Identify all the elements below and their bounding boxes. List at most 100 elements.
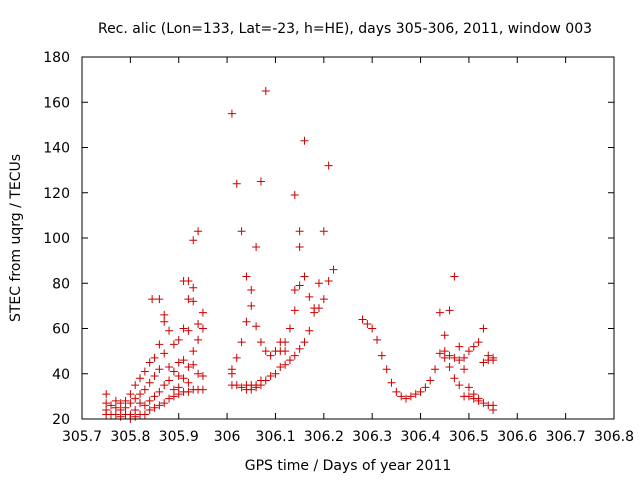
data-point: [136, 390, 145, 399]
plot-frame: [81, 56, 615, 420]
data-point: [169, 340, 178, 349]
data-point: [329, 265, 338, 274]
data-point: [131, 381, 140, 390]
data-point: [194, 227, 203, 236]
data-point: [160, 399, 169, 408]
data-point: [121, 403, 130, 412]
x-tick-label: 306.8: [594, 429, 634, 445]
data-point: [319, 295, 328, 304]
data-point: [227, 109, 236, 118]
x-tick-label: 305.9: [159, 429, 199, 445]
data-point: [136, 399, 145, 408]
data-point: [300, 136, 309, 145]
data-point: [237, 338, 246, 347]
data-point: [165, 394, 174, 403]
chart-title: Rec. alic (Lon=133, Lat=-23, h=HE), days…: [98, 21, 592, 37]
data-point: [126, 390, 135, 399]
x-tick-label: 306.6: [497, 429, 537, 445]
data-point: [189, 297, 198, 306]
data-point: [155, 401, 164, 410]
y-tick-label: 140: [43, 141, 70, 157]
data-point: [150, 353, 159, 362]
data-point: [160, 317, 169, 326]
data-point: [155, 340, 164, 349]
data-point: [324, 161, 333, 170]
data-point: [237, 383, 246, 392]
data-point: [256, 338, 265, 347]
data-point: [155, 295, 164, 304]
data-point: [271, 369, 280, 378]
data-point: [145, 405, 154, 414]
data-point: [121, 396, 130, 405]
data-point: [184, 387, 193, 396]
data-point: [445, 306, 454, 315]
x-tick-label: 306: [214, 429, 241, 445]
data-point: [256, 177, 265, 186]
data-point: [290, 286, 299, 295]
data-point: [421, 383, 430, 392]
data-point: [285, 356, 294, 365]
data-point: [455, 356, 464, 365]
data-point: [445, 351, 454, 360]
data-point: [455, 381, 464, 390]
data-point: [111, 410, 120, 419]
data-point: [440, 353, 449, 362]
data-point: [252, 243, 261, 252]
data-point: [131, 412, 140, 421]
data-point: [140, 410, 149, 419]
data-point: [392, 387, 401, 396]
data-point: [295, 344, 304, 353]
data-point: [116, 405, 125, 414]
data-point: [148, 295, 157, 304]
data-point: [426, 376, 435, 385]
data-point: [179, 374, 188, 383]
data-point: [198, 308, 207, 317]
data-point: [247, 286, 256, 295]
data-point: [402, 394, 411, 403]
data-point: [174, 358, 183, 367]
data-point: [285, 324, 294, 333]
data-point: [479, 324, 488, 333]
data-point: [189, 360, 198, 369]
data-point: [194, 319, 203, 328]
data-point: [174, 383, 183, 392]
data-point: [169, 385, 178, 394]
data-point: [165, 376, 174, 385]
data-point: [107, 401, 116, 410]
data-point: [256, 381, 265, 390]
y-tick-label: 160: [43, 95, 70, 111]
data-point: [116, 399, 125, 408]
data-points: [102, 86, 498, 423]
data-point: [184, 326, 193, 335]
data-point: [489, 405, 498, 414]
x-tick-label: 306.4: [400, 429, 440, 445]
y-tick-label: 180: [43, 50, 70, 66]
y-tick-label: 80: [52, 276, 70, 292]
data-point: [242, 272, 251, 281]
data-point: [247, 301, 256, 310]
data-point: [281, 360, 290, 369]
data-point: [314, 279, 323, 288]
data-point: [382, 365, 391, 374]
data-point: [198, 324, 207, 333]
data-point: [232, 381, 241, 390]
data-point: [131, 405, 140, 414]
data-point: [445, 362, 454, 371]
data-point: [232, 353, 241, 362]
data-point: [314, 304, 323, 313]
data-point: [116, 412, 125, 421]
y-tick-label: 40: [52, 367, 70, 383]
data-point: [489, 356, 498, 365]
data-point: [474, 396, 483, 405]
data-point: [165, 326, 174, 335]
data-point: [276, 362, 285, 371]
data-point: [194, 369, 203, 378]
data-point: [227, 369, 236, 378]
data-point: [266, 372, 275, 381]
data-point: [237, 227, 246, 236]
data-point: [145, 396, 154, 405]
data-point: [450, 353, 459, 362]
data-point: [131, 394, 140, 403]
data-point: [397, 392, 406, 401]
data-point: [111, 396, 120, 405]
